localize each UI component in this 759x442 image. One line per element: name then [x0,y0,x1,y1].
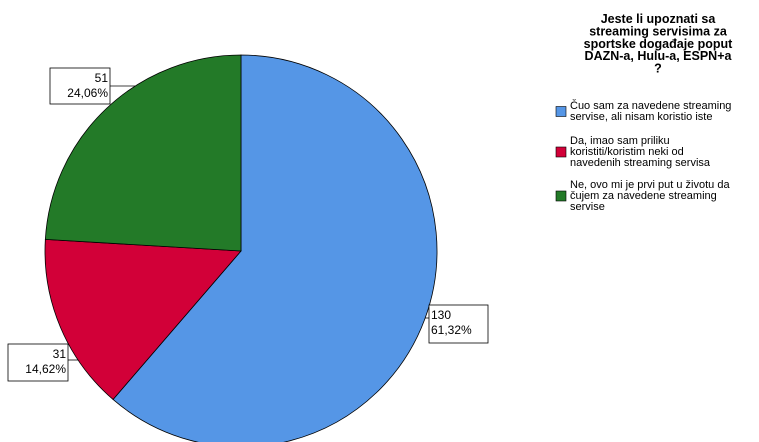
count-label: 31 [53,347,67,361]
legend: Čuo sam za navedene streaming servise, al… [555,99,731,213]
legend-label: Da, imao sam priliku koristiti/koristim n… [570,135,711,169]
legend-label: Čuo sam za navedene streaming servise, al… [570,99,731,123]
pie-slice [112,54,438,442]
chart-title: Jeste li upoznati sa streaming servisima … [584,12,733,76]
legend-label: Ne, ovo mi je prvi put u životu da čujem … [570,179,730,213]
count-label: 130 [431,308,451,322]
label-box [428,304,489,344]
pie-slice [44,54,242,252]
percent-label: 14,62% [25,362,66,376]
pie-slice [44,238,242,401]
percent-label: 61,32% [431,323,472,337]
label-box [49,67,111,105]
title: Jeste li upoznati sa streaming servisima … [584,12,733,76]
legend-swatch [555,146,567,158]
label-box [7,343,69,382]
legend-swatch [555,106,567,117]
percent-label: 24,06% [67,86,108,100]
count-label: 51 [95,71,109,85]
legend-swatch [555,190,567,202]
